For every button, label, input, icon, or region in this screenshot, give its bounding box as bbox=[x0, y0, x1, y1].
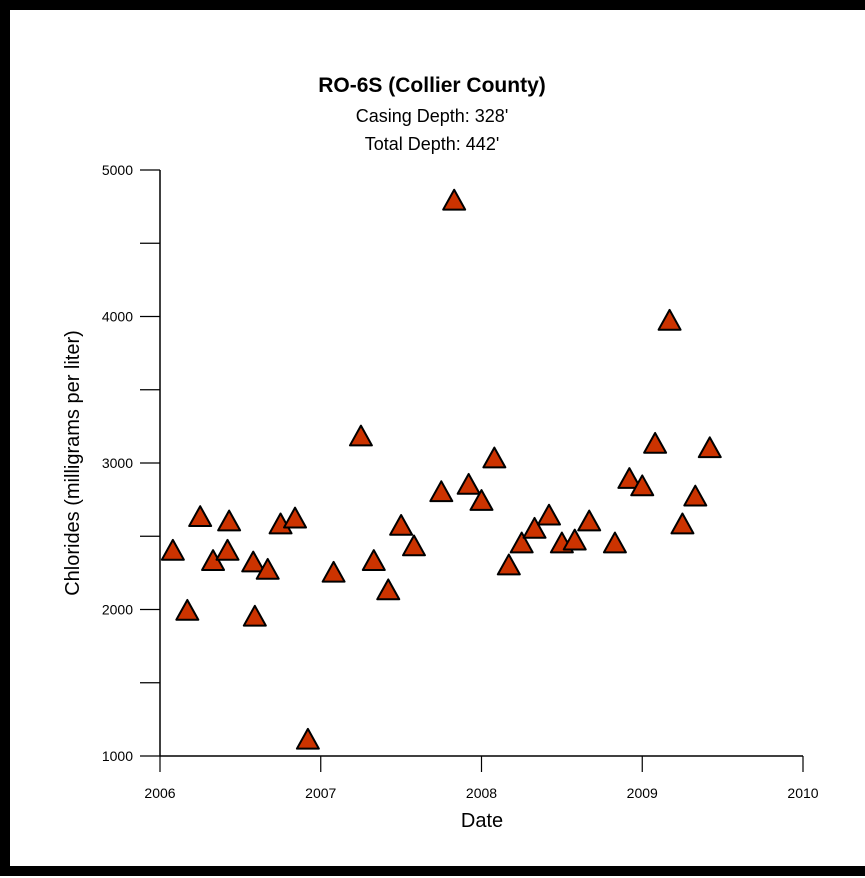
data-point-triangle bbox=[429, 480, 454, 503]
x-axis-label: Date bbox=[461, 810, 503, 832]
data-point-triangle bbox=[643, 431, 668, 454]
data-point-triangle bbox=[522, 516, 547, 539]
data-point-triangle bbox=[670, 512, 695, 535]
data-points bbox=[160, 188, 722, 750]
data-point-triangle bbox=[295, 727, 320, 750]
x-tick-label: 2006 bbox=[144, 785, 175, 801]
data-point-triangle bbox=[160, 538, 185, 561]
data-point-triangle bbox=[188, 505, 213, 528]
x-tick-label: 2008 bbox=[466, 785, 497, 801]
y-axis-label: Chlorides (milligrams per liter) bbox=[62, 330, 84, 596]
x-tick-label: 2009 bbox=[627, 785, 658, 801]
data-point-triangle bbox=[215, 538, 240, 561]
x-tick-label: 2010 bbox=[787, 785, 818, 801]
data-point-triangle bbox=[469, 489, 494, 511]
data-point-triangle bbox=[283, 506, 308, 529]
data-point-triangle bbox=[376, 578, 401, 601]
data-point-triangle bbox=[697, 436, 722, 459]
chart-title: RO-6S (Collier County) bbox=[318, 74, 546, 97]
data-point-triangle bbox=[241, 550, 266, 573]
data-point-triangle bbox=[683, 484, 708, 507]
data-point-triangle bbox=[602, 531, 627, 554]
chart-subtitle-casing-depth: Casing Depth: 328' bbox=[356, 106, 509, 126]
data-point-triangle bbox=[456, 472, 481, 495]
data-point-triangle bbox=[509, 531, 534, 554]
data-point-triangle bbox=[401, 534, 426, 557]
data-point-triangle bbox=[348, 424, 373, 447]
data-point-triangle bbox=[562, 528, 587, 551]
data-point-triangle bbox=[577, 509, 602, 532]
data-point-triangle bbox=[389, 513, 414, 536]
x-tick-label: 2007 bbox=[305, 785, 336, 801]
y-tick-label: 2000 bbox=[102, 602, 133, 618]
data-point-triangle bbox=[175, 598, 200, 621]
y-tick-label: 5000 bbox=[102, 162, 133, 178]
data-point-triangle bbox=[242, 604, 267, 627]
data-point-triangle bbox=[217, 509, 242, 532]
data-point-triangle bbox=[442, 188, 467, 211]
data-point-triangle bbox=[361, 549, 386, 571]
y-tick-label: 4000 bbox=[102, 309, 133, 325]
chart-subtitle-total-depth: Total Depth: 442' bbox=[365, 134, 500, 154]
data-point-triangle bbox=[630, 474, 655, 497]
data-point-triangle bbox=[657, 308, 682, 331]
y-tick-label: 3000 bbox=[102, 455, 133, 471]
data-point-triangle bbox=[617, 467, 642, 489]
axis-ticks: 1000 2000 3000 4000 5000 2006 2007 2008 2009 2010 bbox=[102, 162, 819, 801]
data-point-triangle bbox=[537, 503, 562, 526]
data-point-triangle bbox=[321, 560, 346, 583]
y-tick-label: 1000 bbox=[102, 748, 133, 764]
data-point-triangle bbox=[255, 557, 280, 580]
data-point-triangle bbox=[482, 446, 507, 469]
data-point-triangle bbox=[496, 553, 521, 576]
